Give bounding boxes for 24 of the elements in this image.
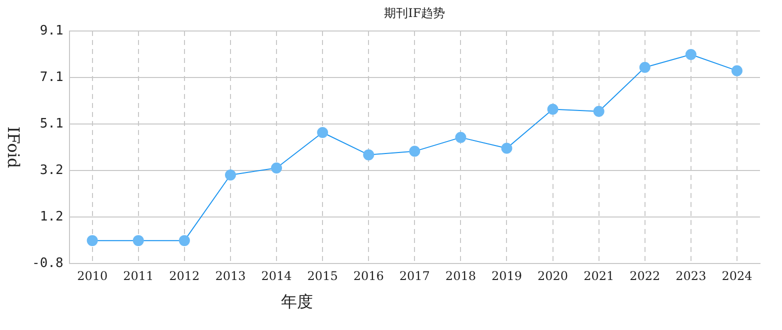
y-axis-title: IFoid	[4, 126, 23, 168]
x-tick-label: 2014	[261, 268, 292, 283]
x-tick-label: 2018	[445, 268, 476, 283]
y-tick-label: 9.1	[40, 23, 64, 38]
x-tick-label: 2013	[215, 268, 246, 283]
x-tick-label: 2011	[123, 268, 154, 283]
x-tick-label: 2010	[77, 268, 108, 283]
x-tick-label: 2024	[722, 268, 753, 283]
x-tick-label: 2021	[584, 268, 614, 283]
y-tick-label: -0.8	[32, 256, 64, 271]
x-axis-title: 年度	[281, 292, 314, 312]
x-tick-label: 2023	[676, 268, 706, 283]
x-tick-label: 2012	[169, 268, 200, 283]
x-tick-label: 2017	[399, 268, 430, 283]
x-tick-label: 2016	[353, 268, 384, 283]
y-tick-label: 1.2	[40, 209, 64, 224]
x-tick-label: 2022	[630, 268, 660, 283]
x-tick-label: 2015	[307, 268, 338, 283]
x-tick-label: 2019	[491, 268, 522, 283]
x-tick-label: 2020	[538, 268, 568, 283]
y-tick-label: 3.2	[40, 162, 64, 178]
y-tick-label: 5.1	[40, 116, 64, 132]
chart-title: 期刊IF趋势	[384, 6, 446, 20]
y-tick-label: 7.1	[40, 70, 64, 85]
